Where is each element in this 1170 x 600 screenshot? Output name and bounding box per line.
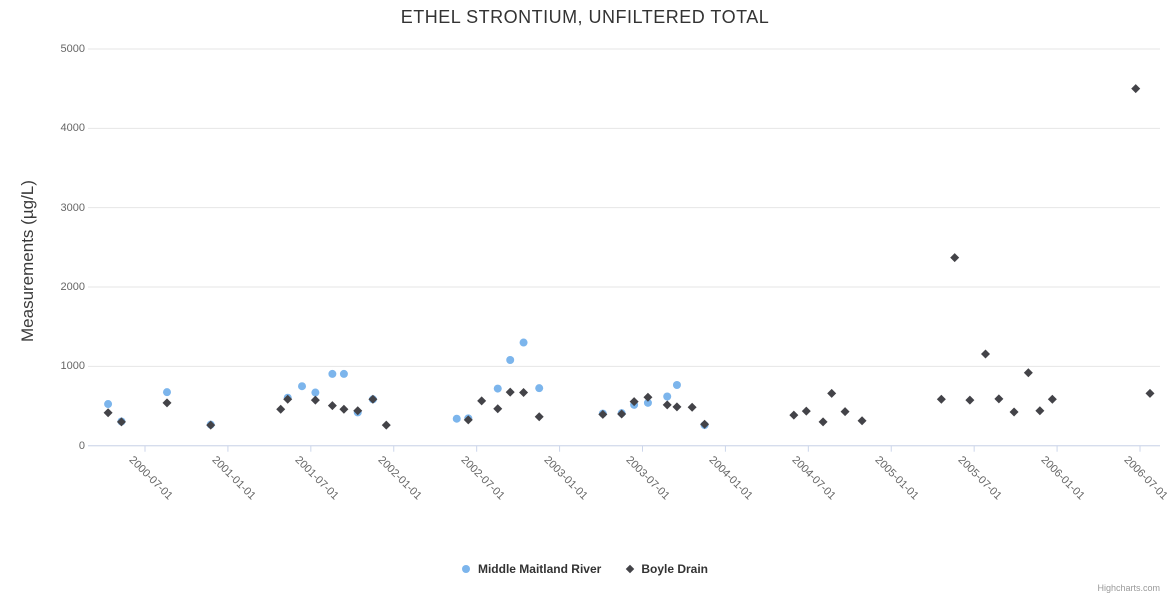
data-point-boyle-drain[interactable] — [116, 417, 126, 427]
data-point-middle-maitland-river[interactable] — [643, 398, 652, 407]
data-point-boyle-drain[interactable] — [687, 402, 697, 412]
data-point-boyle-drain[interactable] — [827, 388, 837, 398]
y-axis-label: 1000 — [60, 360, 85, 373]
data-point-boyle-drain[interactable] — [662, 400, 672, 410]
data-point-middle-maitland-river[interactable] — [493, 384, 502, 393]
data-point-boyle-drain[interactable] — [672, 402, 682, 412]
data-point-middle-maitland-river[interactable] — [328, 369, 337, 378]
data-point-boyle-drain[interactable] — [327, 401, 337, 411]
data-point-boyle-drain[interactable] — [477, 396, 487, 406]
data-point-boyle-drain[interactable] — [368, 394, 378, 404]
y-axis-label: 3000 — [60, 201, 85, 214]
data-point-boyle-drain[interactable] — [1009, 407, 1019, 417]
data-point-middle-maitland-river[interactable] — [519, 338, 528, 347]
legend-item-boyle-drain[interactable]: Boyle Drain — [626, 562, 709, 576]
data-point-boyle-drain[interactable] — [1131, 84, 1141, 94]
data-point-middle-maitland-river[interactable] — [663, 392, 672, 401]
data-point-boyle-drain[interactable] — [818, 417, 828, 427]
data-point-middle-maitland-river[interactable] — [339, 369, 348, 378]
data-point-boyle-drain[interactable] — [339, 404, 349, 414]
legend: Middle Maitland River Boyle Drain — [0, 562, 1170, 576]
data-point-boyle-drain[interactable] — [857, 416, 867, 426]
data-point-boyle-drain[interactable] — [103, 408, 113, 418]
data-point-middle-maitland-river[interactable] — [311, 388, 320, 397]
data-point-boyle-drain[interactable] — [936, 394, 946, 404]
data-point-middle-maitland-river[interactable] — [506, 356, 515, 365]
highcharts-credits[interactable]: Highcharts.com — [1097, 583, 1160, 593]
data-point-boyle-drain[interactable] — [617, 409, 627, 419]
y-axis-label: 0 — [78, 439, 85, 452]
legend-label: Middle Maitland River — [477, 562, 602, 576]
data-point-boyle-drain[interactable] — [283, 394, 293, 404]
diamond-marker-icon — [626, 564, 635, 574]
data-point-middle-maitland-river[interactable] — [104, 400, 113, 409]
data-point-boyle-drain[interactable] — [598, 409, 608, 419]
data-point-boyle-drain[interactable] — [381, 420, 391, 430]
data-point-boyle-drain[interactable] — [643, 392, 653, 402]
data-point-middle-maitland-river[interactable] — [672, 381, 681, 390]
data-point-boyle-drain[interactable] — [700, 419, 710, 429]
data-point-boyle-drain[interactable] — [840, 407, 850, 417]
data-point-boyle-drain[interactable] — [1145, 388, 1155, 398]
data-point-boyle-drain[interactable] — [276, 404, 286, 414]
data-point-boyle-drain[interactable] — [505, 387, 515, 397]
data-point-boyle-drain[interactable] — [463, 415, 473, 425]
data-point-middle-maitland-river[interactable] — [535, 384, 544, 393]
y-axis-label: 4000 — [60, 122, 85, 135]
data-point-boyle-drain[interactable] — [1023, 368, 1033, 378]
data-point-boyle-drain[interactable] — [994, 394, 1004, 404]
data-point-boyle-drain[interactable] — [162, 398, 172, 408]
legend-label: Boyle Drain — [641, 562, 709, 576]
data-point-boyle-drain[interactable] — [789, 410, 799, 420]
data-point-boyle-drain[interactable] — [1035, 406, 1045, 416]
y-axis-label: 5000 — [60, 43, 85, 55]
data-point-boyle-drain[interactable] — [1047, 394, 1057, 404]
data-point-middle-maitland-river[interactable] — [298, 382, 307, 391]
data-point-boyle-drain[interactable] — [206, 420, 216, 430]
data-point-boyle-drain[interactable] — [629, 397, 639, 407]
data-point-middle-maitland-river[interactable] — [452, 414, 461, 423]
data-point-boyle-drain[interactable] — [950, 253, 960, 263]
data-point-boyle-drain[interactable] — [519, 388, 529, 398]
data-point-boyle-drain[interactable] — [965, 395, 975, 405]
data-point-middle-maitland-river[interactable] — [162, 388, 171, 397]
chart-title: ETHEL STRONTIUM, UNFILTERED TOTAL — [400, 7, 770, 27]
data-point-boyle-drain[interactable] — [353, 406, 363, 416]
data-point-boyle-drain[interactable] — [801, 406, 811, 416]
circle-marker-icon — [461, 565, 470, 573]
data-point-boyle-drain[interactable] — [310, 395, 320, 405]
data-point-boyle-drain[interactable] — [493, 404, 503, 414]
y-axis-label: 2000 — [60, 281, 85, 294]
data-point-boyle-drain[interactable] — [534, 412, 544, 422]
data-point-boyle-drain[interactable] — [981, 349, 991, 359]
legend-item-middle-maitland-river[interactable]: Middle Maitland River — [461, 562, 602, 576]
